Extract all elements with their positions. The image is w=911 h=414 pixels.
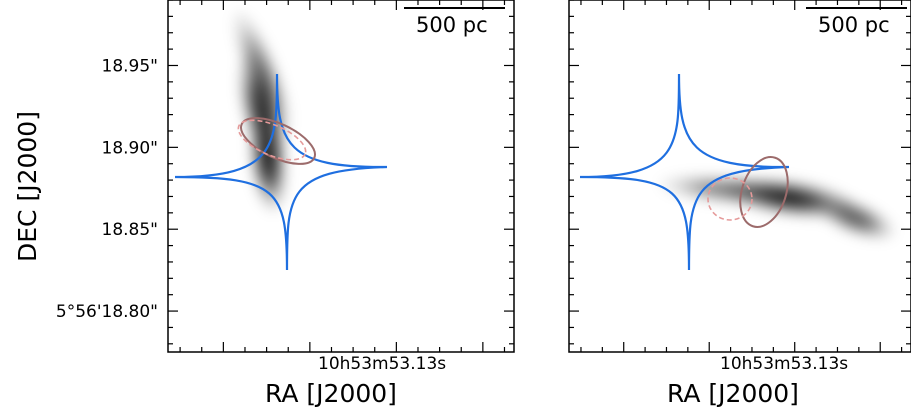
- y-tick-label: 18.90": [102, 138, 159, 158]
- caustic-right: [579, 73, 790, 271]
- panel-right: 500 pc 10h53m53.13s RA [J2000]: [568, 0, 911, 408]
- x-axis-label-right: RA [J2000]: [667, 379, 799, 408]
- x-tick-label-right: 10h53m53.13s: [720, 354, 848, 374]
- scalebar-label-right: 500 pc: [818, 13, 890, 37]
- source-image-left: [230, 6, 294, 215]
- axes-frame-left: [167, 0, 515, 353]
- ticks-left: [168, 0, 514, 352]
- ellipse-dashed-right: [707, 177, 753, 221]
- x-axis-label-left: RA [J2000]: [265, 379, 397, 408]
- y-tick-label: 5°56'18.80": [56, 302, 158, 322]
- panel-left: 500 pc 18.95" 18.90" 18.85" 5°56'18.80" 10h…: [13, 0, 515, 408]
- caustic-left: [174, 73, 388, 271]
- y-tick-label: 18.95": [102, 56, 159, 76]
- y-tick-label: 18.85": [102, 220, 159, 240]
- ellipse-solid-right: [739, 156, 789, 228]
- scalebar-label-left: 500 pc: [416, 13, 488, 37]
- y-tick-labels-left: 18.95" 18.90" 18.85" 5°56'18.80": [56, 56, 158, 322]
- y-axis-label: DEC [J2000]: [13, 111, 42, 262]
- scalebar-left: 500 pc: [404, 7, 505, 37]
- axes-frame-right: [568, 0, 911, 353]
- source-image-right: [655, 172, 898, 242]
- scalebar-right: 500 pc: [806, 7, 907, 37]
- x-tick-label-left: 10h53m53.13s: [318, 354, 446, 374]
